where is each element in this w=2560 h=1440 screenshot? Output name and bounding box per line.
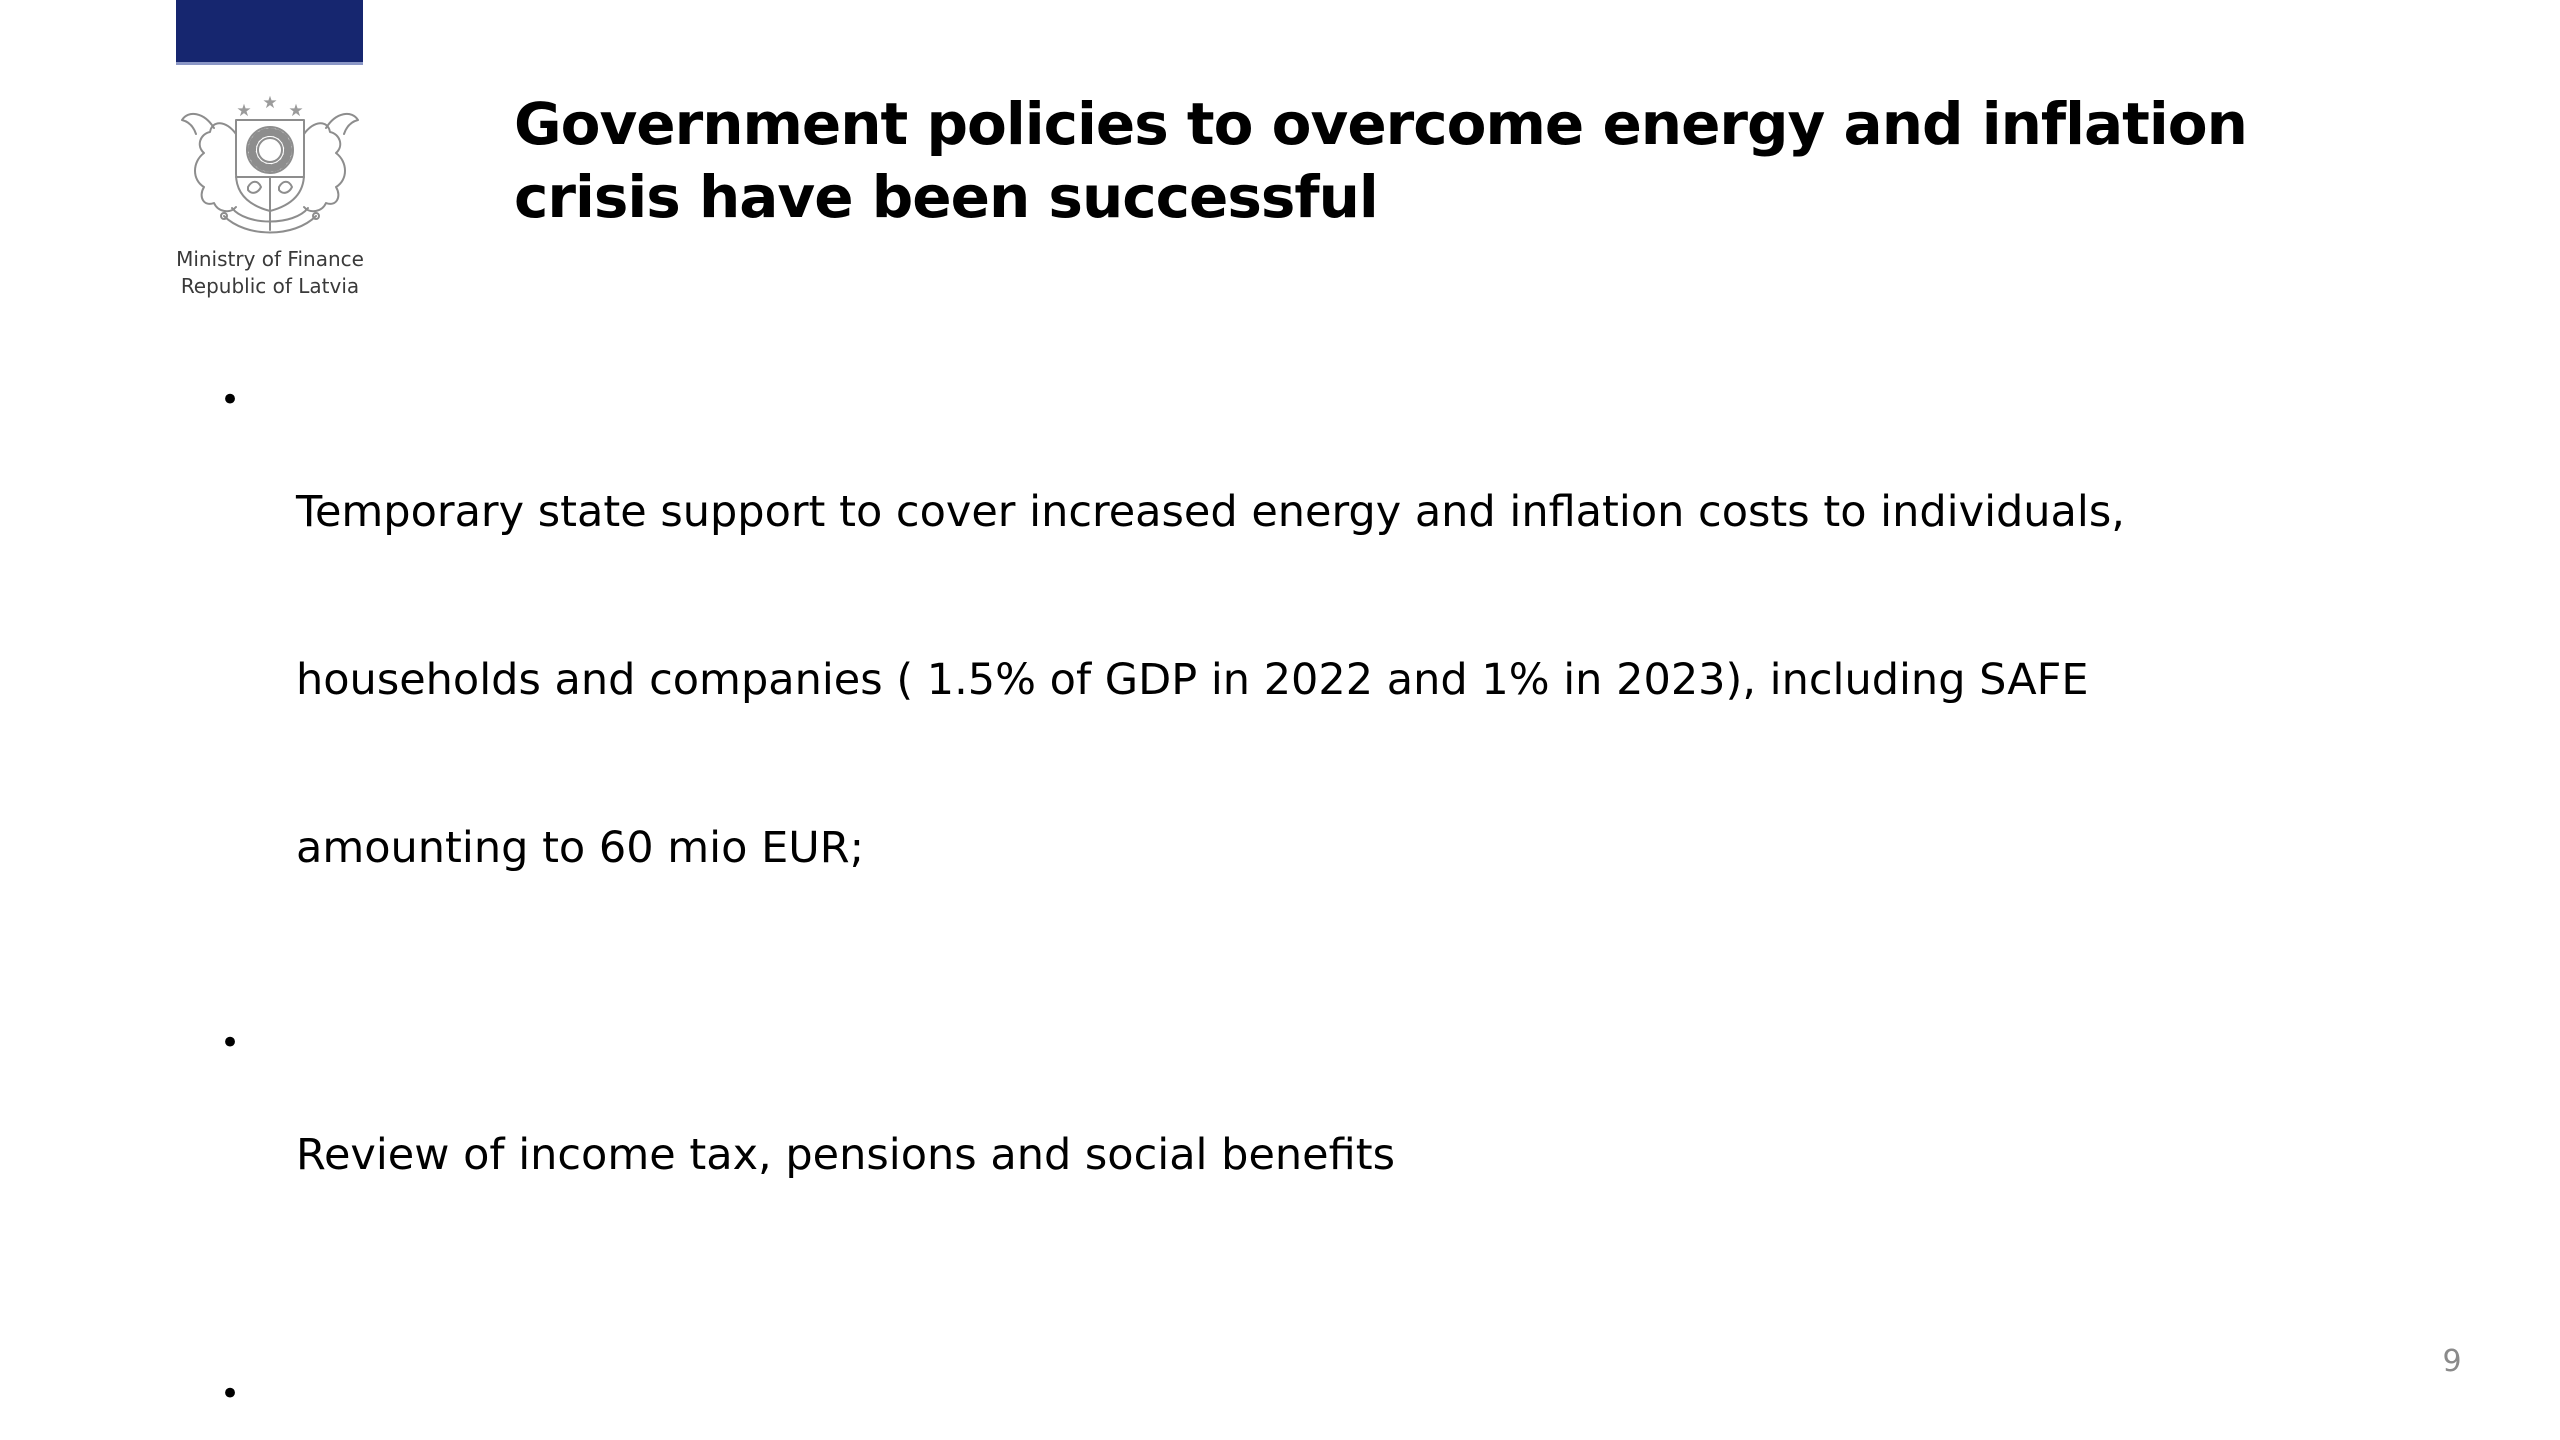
bullet-text-line: households and companies ( 1.5% of GDP i… (296, 655, 2089, 705)
bullet-text-line: Temporary state support to cover increas… (296, 487, 2125, 537)
star-icon: ★ (236, 101, 251, 121)
ministry-name-line2: Republic of Latvia (180, 274, 360, 298)
bullet-list: • Temporary state support to cover incre… (220, 372, 2420, 1440)
ministry-name: Ministry of Finance Republic of Latvia (120, 246, 420, 300)
ministry-name-line1: Ministry of Finance (176, 247, 364, 271)
bullet-icon: • (220, 380, 241, 420)
page-title: Government policies to overcome energy a… (514, 88, 2414, 234)
bullet-text: Temporary state support to cover increas… (296, 372, 2125, 988)
latvia-flag-bar (176, 0, 363, 65)
page-number: 9 (2442, 1344, 2462, 1379)
star-icon: ★ (262, 93, 277, 113)
bullet-item: • Social indicators have slightly improv… (220, 1366, 2420, 1440)
bullet-text: Review of income tax, pensions and socia… (296, 1015, 1395, 1295)
latvia-coat-of-arms-icon: ★ ★ ★ (181, 93, 359, 234)
bullet-text: Social indicators have slightly improved… (296, 1366, 1168, 1440)
bullet-icon: • (220, 1374, 241, 1414)
bullet-item: • Temporary state support to cover incre… (220, 372, 2420, 988)
star-icon: ★ (288, 101, 303, 121)
page-title-line2: crisis have been successful (514, 163, 1379, 231)
page-title-line1: Government policies to overcome energy a… (514, 90, 2248, 158)
bullet-text-line: Review of income tax, pensions and socia… (296, 1130, 1395, 1180)
bullet-icon: • (220, 1023, 241, 1063)
bullet-item: • Review of income tax, pensions and soc… (220, 1015, 2420, 1295)
bullet-text-line: amounting to 60 mio EUR; (296, 823, 865, 873)
